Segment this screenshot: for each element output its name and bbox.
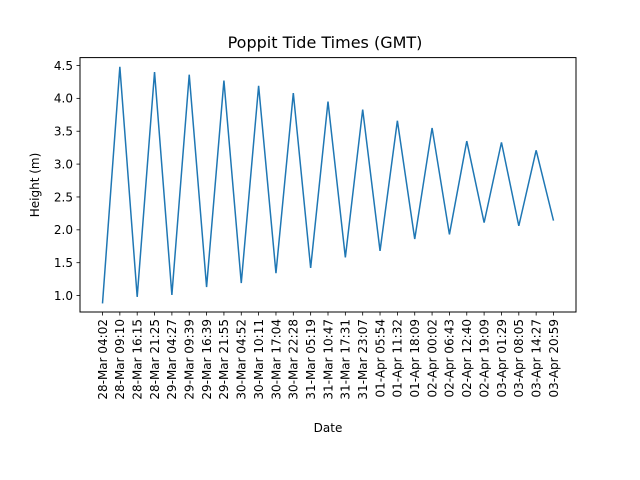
y-tick-label: 3.5 (54, 125, 73, 139)
x-axis: 28-Mar 04:02 28-Mar 09:10 28-Mar 16:15 28-M… (96, 312, 561, 400)
y-axis-label: Height (m) (28, 153, 42, 218)
y-tick-label: 4.5 (54, 59, 73, 73)
y-tick-label: 3.0 (54, 157, 73, 171)
x-tick-label: 03-Apr 08:05 (512, 319, 526, 398)
x-tick-label: 28-Mar 04:02 (96, 319, 110, 400)
x-tick-label: 31-Mar 17:31 (339, 319, 353, 400)
x-tick-label: 03-Apr 14:27 (529, 319, 543, 398)
y-tick-label: 2.0 (54, 223, 73, 237)
y-tick-label: 1.0 (54, 289, 73, 303)
x-tick-label: 30-Mar 17:04 (269, 319, 283, 400)
x-tick-label: 28-Mar 21:25 (148, 319, 162, 400)
x-tick-label: 02-Apr 12:40 (460, 319, 474, 398)
x-tick-label: 01-Apr 11:32 (391, 319, 405, 398)
y-tick-label: 4.0 (54, 92, 73, 106)
x-tick-label: 28-Mar 16:15 (130, 319, 144, 400)
x-tick-label: 02-Apr 06:43 (443, 319, 457, 398)
x-tick-label: 02-Apr 19:09 (477, 319, 491, 398)
chart-title: Poppit Tide Times (GMT) (228, 33, 423, 52)
x-tick-label: 01-Apr 05:54 (373, 319, 387, 398)
x-tick-label: 03-Apr 20:59 (547, 319, 561, 398)
y-tick-label: 2.5 (54, 190, 73, 204)
x-axis-label: Date (314, 421, 343, 435)
x-tick-label: 29-Mar 04:27 (165, 319, 179, 400)
tide-height-line (101, 66, 555, 304)
x-tick-label: 01-Apr 18:09 (408, 319, 422, 398)
x-tick-label: 31-Mar 10:47 (321, 319, 335, 400)
x-tick-label: 30-Mar 04:52 (235, 319, 249, 400)
x-tick-label: 02-Apr 00:02 (425, 319, 439, 398)
x-tick-label: 30-Mar 22:28 (287, 319, 301, 400)
x-tick-label: 03-Apr 01:29 (495, 319, 509, 398)
x-tick-label: 28-Mar 09:10 (113, 319, 127, 400)
x-tick-label: 29-Mar 16:39 (200, 319, 214, 400)
x-tick-label: 31-Mar 05:19 (304, 319, 318, 400)
x-tick-label: 29-Mar 21:55 (217, 319, 231, 400)
y-tick-label: 1.5 (54, 256, 73, 270)
y-axis: 1.0 1.5 2.0 2.5 3.0 3.5 4.0 4.5 (54, 59, 80, 303)
plot-area: 1.01.52.02.53.03.54.04.5 28-Mar 04:02 28-… (54, 57, 577, 400)
x-tick-label: 30-Mar 10:11 (252, 319, 266, 400)
x-tick-label: 31-Mar 23:07 (356, 319, 370, 400)
x-tick-label: 29-Mar 09:39 (183, 319, 197, 400)
